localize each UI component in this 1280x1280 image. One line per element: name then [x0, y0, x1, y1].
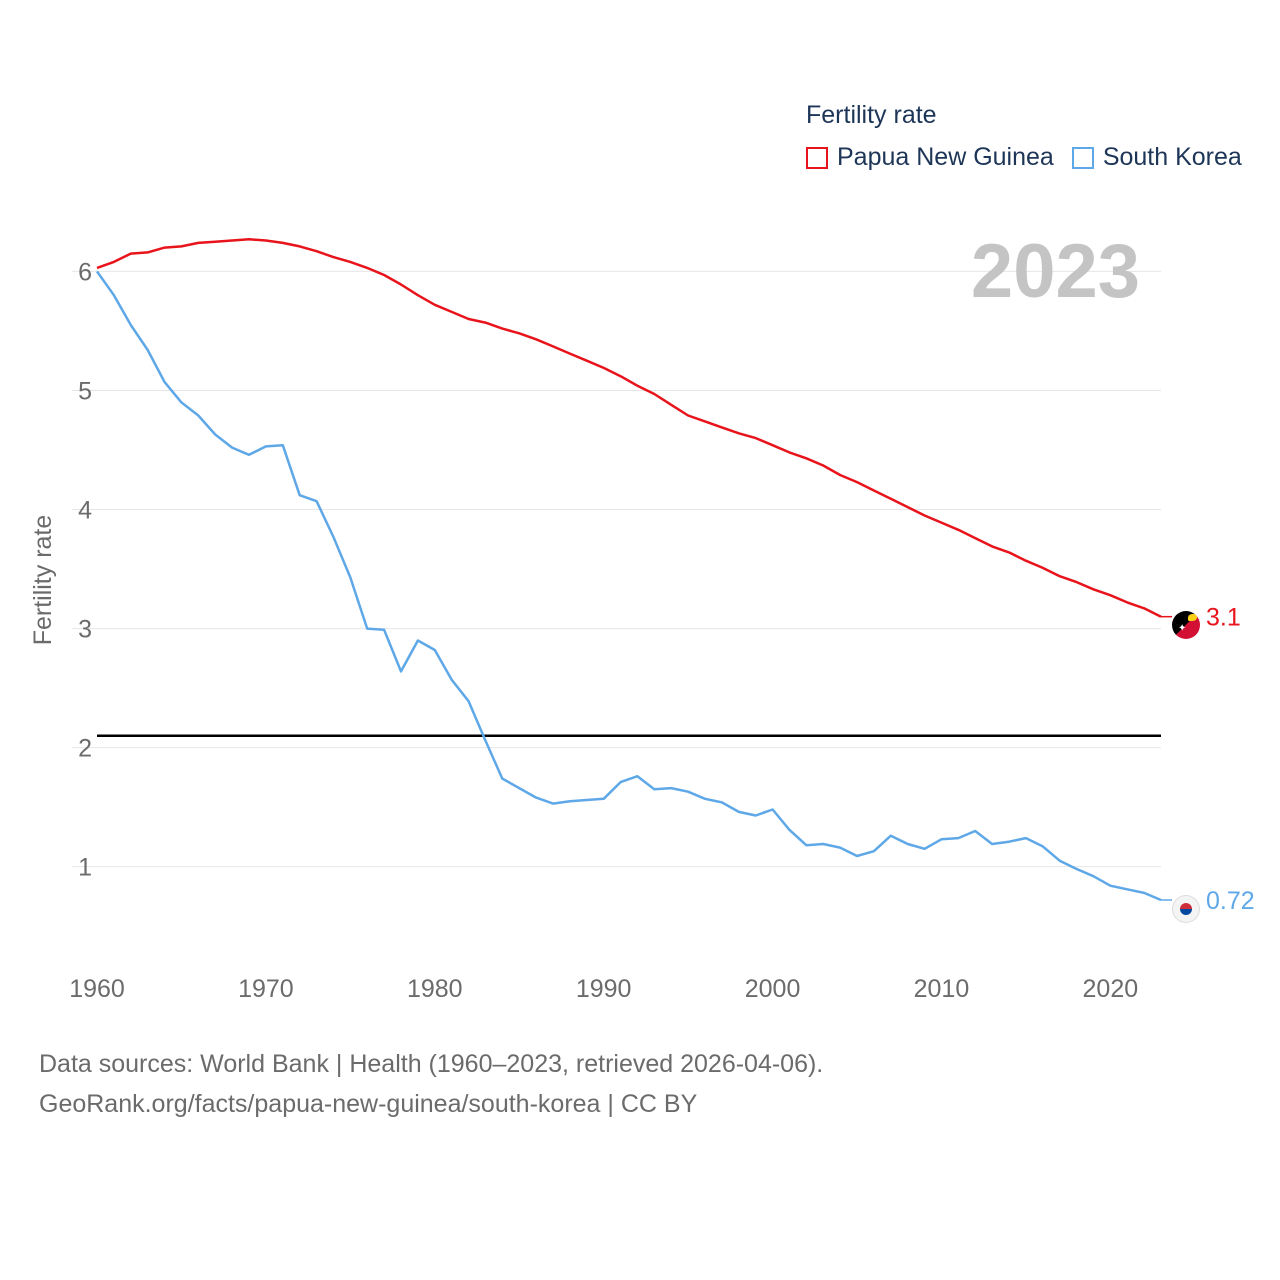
source-line-1: Data sources: World Bank | Health (1960–…: [39, 1050, 824, 1078]
x-tick-label: 1960: [69, 975, 125, 1003]
x-tick-label: 1990: [576, 975, 632, 1003]
y-tick-label: 4: [78, 497, 92, 525]
series-line-papua-new-guinea: [96, 238, 1162, 618]
x-axis-ticks: 1960 1970 1980 1990 2000 2010 2020: [69, 975, 1138, 1003]
y-tick-label: 1: [78, 854, 92, 882]
source-note: Data sources: World Bank | Health (1960–…: [39, 1044, 823, 1124]
y-axis-ticks: 1 2 3 4 5 6: [78, 258, 92, 881]
y-axis-label: Fertility rate: [29, 515, 57, 646]
x-tick-label: 1970: [238, 975, 294, 1003]
y-tick-label: 5: [78, 377, 92, 405]
legend-label-south-korea: South Korea: [1102, 143, 1242, 171]
legend-swatch-papua-new-guinea: [806, 146, 828, 169]
gridlines: [72, 270, 1161, 868]
legend-item-papua-new-guinea[interactable]: Papua New Guinea: [806, 143, 1054, 172]
y-tick-label: 2: [78, 735, 92, 763]
end-label-south-korea: 0.72: [1206, 887, 1255, 915]
series-line-south-korea: [95, 270, 1162, 902]
x-tick-label: 2000: [745, 975, 801, 1003]
x-tick-label: 2020: [1083, 975, 1139, 1003]
south-korea-flag-icon: [1172, 895, 1200, 923]
x-tick-label: 1980: [407, 975, 463, 1003]
legend-item-south-korea[interactable]: South Korea: [1071, 143, 1242, 172]
legend-title: Fertility rate: [806, 101, 937, 129]
source-line-2[interactable]: GeoRank.org/facts/papua-new-guinea/south…: [39, 1090, 698, 1118]
legend-swatch-south-korea: [1071, 146, 1094, 169]
year-watermark: 2023: [970, 229, 1140, 314]
x-tick-label: 2010: [914, 975, 970, 1003]
y-tick-label: 3: [78, 616, 92, 644]
legend: Papua New Guinea South Korea: [806, 143, 1260, 172]
papua-new-guinea-flag-icon: ✦: [1172, 611, 1200, 639]
end-labels: 3.1 0.72: [1161, 604, 1255, 915]
end-label-papua-new-guinea: 3.1: [1206, 604, 1241, 632]
series-lines: [95, 238, 1162, 902]
y-tick-label: 6: [78, 258, 92, 286]
legend-label-papua-new-guinea: Papua New Guinea: [837, 143, 1054, 171]
